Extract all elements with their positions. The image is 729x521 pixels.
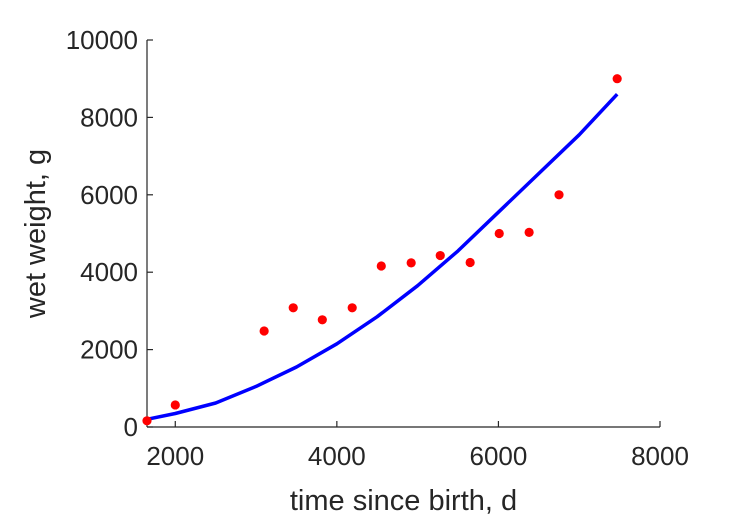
data-point	[317, 315, 327, 325]
axes	[146, 40, 660, 428]
x-tick-label: 6000	[470, 441, 528, 471]
data-point	[524, 227, 534, 237]
data-point	[465, 257, 475, 268]
y-tick-label: 4000	[80, 257, 138, 287]
data-point	[259, 326, 269, 336]
y-tick-label: 10000	[66, 25, 138, 55]
x-tick-label: 4000	[308, 441, 366, 471]
data-point	[142, 416, 152, 426]
x-tick-label: 2000	[146, 441, 204, 471]
data-point	[406, 258, 416, 268]
y-ticks: 0 2000 4000 6000 8000 10000	[66, 25, 153, 442]
y-tick-label: 0	[124, 412, 138, 442]
y-tick-label: 8000	[80, 102, 138, 132]
data-point	[554, 190, 564, 200]
y-tick-label: 6000	[80, 180, 138, 210]
x-axis-label: time since birth, d	[290, 485, 517, 517]
fit-curve-line	[146, 93, 619, 422]
data-point	[347, 303, 357, 313]
data-point	[376, 261, 386, 271]
y-tick-label: 2000	[80, 335, 138, 365]
x-tick-label: 8000	[631, 441, 689, 471]
data-point	[612, 74, 622, 84]
y-axis-label: wet weight, g	[20, 149, 52, 319]
data-point	[494, 228, 504, 239]
data-point	[288, 303, 298, 313]
series	[142, 74, 622, 426]
data-point	[435, 250, 445, 261]
data-point	[170, 400, 180, 410]
x-ticks: 2000 4000 6000 8000	[146, 421, 689, 471]
